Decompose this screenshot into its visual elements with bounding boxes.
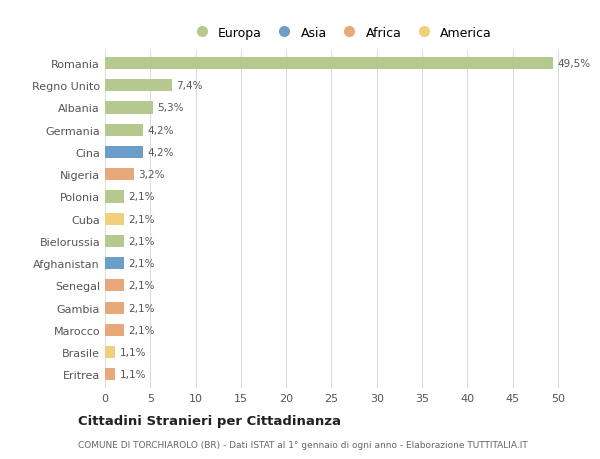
Bar xyxy=(105,302,124,314)
Bar xyxy=(105,146,143,159)
Text: 2,1%: 2,1% xyxy=(128,258,155,269)
Text: 4,2%: 4,2% xyxy=(148,148,174,157)
Text: 2,1%: 2,1% xyxy=(128,236,155,246)
Text: 7,4%: 7,4% xyxy=(176,81,203,91)
Text: 2,1%: 2,1% xyxy=(128,325,155,335)
Text: 49,5%: 49,5% xyxy=(558,59,591,69)
Bar xyxy=(105,58,553,70)
Bar xyxy=(105,324,124,336)
Text: 3,2%: 3,2% xyxy=(139,170,165,180)
Bar xyxy=(105,280,124,292)
Text: 2,1%: 2,1% xyxy=(128,192,155,202)
Bar xyxy=(105,168,134,181)
Bar xyxy=(105,235,124,247)
Bar xyxy=(105,257,124,270)
Text: 2,1%: 2,1% xyxy=(128,214,155,224)
Bar xyxy=(105,80,172,92)
Text: Cittadini Stranieri per Cittadinanza: Cittadini Stranieri per Cittadinanza xyxy=(78,414,341,428)
Text: 5,3%: 5,3% xyxy=(158,103,184,113)
Bar xyxy=(105,102,153,114)
Legend: Europa, Asia, Africa, America: Europa, Asia, Africa, America xyxy=(185,23,496,44)
Text: 2,1%: 2,1% xyxy=(128,281,155,291)
Text: 1,1%: 1,1% xyxy=(119,347,146,358)
Text: 4,2%: 4,2% xyxy=(148,125,174,135)
Bar xyxy=(105,124,143,136)
Text: 2,1%: 2,1% xyxy=(128,303,155,313)
Text: COMUNE DI TORCHIAROLO (BR) - Dati ISTAT al 1° gennaio di ogni anno - Elaborazion: COMUNE DI TORCHIAROLO (BR) - Dati ISTAT … xyxy=(78,441,528,449)
Text: 1,1%: 1,1% xyxy=(119,369,146,380)
Bar xyxy=(105,213,124,225)
Bar xyxy=(105,346,115,358)
Bar xyxy=(105,191,124,203)
Bar xyxy=(105,369,115,381)
